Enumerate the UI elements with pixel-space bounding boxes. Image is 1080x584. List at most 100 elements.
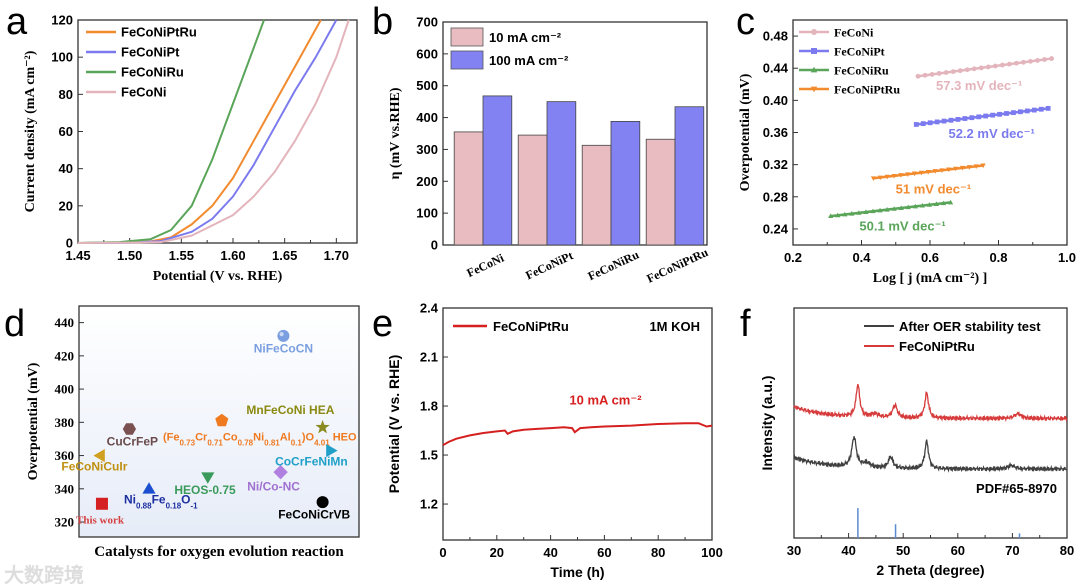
category-label: FeCoNiPtRu xyxy=(644,245,710,286)
y-tick-label: 340 xyxy=(55,481,75,496)
x-tick-label: 1.70 xyxy=(324,248,349,263)
data-marker xyxy=(929,71,935,77)
x-tick-label: 20 xyxy=(490,545,504,560)
current-annotation: 10 mA cm⁻² xyxy=(569,392,642,407)
x-tick-label: 0.8 xyxy=(989,250,1007,265)
data-marker xyxy=(947,199,954,205)
bar-FeCoNi-1 xyxy=(482,95,513,246)
y-tick-label: 400 xyxy=(416,110,438,125)
x-tick-label: 60 xyxy=(951,543,965,558)
label-subscript: 0.81 xyxy=(264,438,280,447)
data-marker xyxy=(1007,61,1012,67)
panel-letter-c: c xyxy=(736,1,755,43)
point-label-6: NiFeCoCN xyxy=(254,342,313,356)
series-line-FeCoNi xyxy=(77,19,350,244)
y-tick-label: 300 xyxy=(416,142,438,157)
data-marker xyxy=(1049,56,1054,61)
label-subscript: -1 xyxy=(191,501,199,510)
y-tick-label: 100 xyxy=(416,206,438,221)
label-text: Ni/Co-NC xyxy=(247,479,300,493)
data-marker xyxy=(877,207,883,213)
reference-label: PDF#65-8970 xyxy=(976,481,1057,496)
data-marker xyxy=(1038,106,1044,112)
y-tick-label: 0 xyxy=(431,238,438,253)
data-marker xyxy=(976,114,982,120)
point-label-5: HEOS-0.75 xyxy=(174,483,236,497)
point-label-0: This work xyxy=(76,515,125,527)
point-label-1: CuCrFeP xyxy=(107,435,158,449)
y-axis-title: Intensity (a.u.) xyxy=(759,376,775,471)
data-marker xyxy=(918,170,925,176)
legend-marker xyxy=(810,86,818,93)
y-tick-label: 200 xyxy=(416,174,438,189)
data-marker xyxy=(913,122,919,127)
point-marker-10 xyxy=(316,496,329,509)
legend-label-1: FeCoNiPtRu xyxy=(899,339,975,354)
plot-frame xyxy=(77,19,358,244)
label-subscript: 0.71 xyxy=(207,438,223,447)
label-text: Ni xyxy=(253,432,264,444)
category-label: FeCoNiRu xyxy=(586,247,642,283)
label-text: )O xyxy=(302,432,315,444)
y-tick-label: 2.4 xyxy=(420,301,439,316)
legend-label-2: FeCoNiRu xyxy=(834,64,889,78)
x-tick-label: 80 xyxy=(651,545,665,560)
electrolyte-label: 1M KOH xyxy=(649,319,700,334)
data-marker xyxy=(983,113,989,119)
data-marker xyxy=(943,70,949,75)
y-tick-label: 0.28 xyxy=(763,189,788,204)
panel-letter-a: a xyxy=(6,1,28,43)
y-tick-label: 600 xyxy=(416,46,438,61)
y-tick-label: 40 xyxy=(59,161,73,176)
data-marker xyxy=(925,169,931,175)
data-marker xyxy=(973,164,979,169)
label-text: FeCoNiCuIr xyxy=(61,460,127,474)
data-marker xyxy=(891,173,897,179)
data-marker xyxy=(1024,108,1030,114)
slope-annotation: 51 mV dec⁻¹ xyxy=(896,182,972,197)
data-marker xyxy=(964,67,970,73)
series-line-FeCoNiRu xyxy=(830,201,951,218)
y-tick-label: 1.8 xyxy=(420,399,438,414)
y-tick-label: 100 xyxy=(51,50,73,65)
x-tick-label: 1.45 xyxy=(65,248,90,263)
data-marker xyxy=(884,174,890,180)
data-marker xyxy=(966,165,973,170)
x-axis-title: 2 Theta (degree) xyxy=(876,562,984,578)
label-text: Co xyxy=(223,432,238,444)
legend-label-3: FeCoNiPtRu xyxy=(834,83,900,97)
data-marker xyxy=(927,120,933,126)
xrd-trace-0 xyxy=(793,436,1068,473)
y-tick-label: 0.32 xyxy=(763,157,788,172)
label-text: HEOS-0.75 xyxy=(174,483,236,497)
watermark: 大数跨境 xyxy=(4,563,84,584)
data-marker xyxy=(926,202,933,207)
legend-label-0: FeCoNi xyxy=(834,26,874,40)
legend-label-1: FeCoNiPt xyxy=(834,45,885,59)
series-line-FeCoNiPtRu xyxy=(77,19,322,244)
data-marker xyxy=(870,208,876,214)
bar-FeCoNiPt-1 xyxy=(546,101,577,246)
legend-marker xyxy=(811,48,817,54)
x-tick-label: 1.50 xyxy=(117,248,142,263)
data-marker xyxy=(999,62,1005,68)
point-label-8: MnFeCoNi HEA xyxy=(246,403,334,417)
point-marker-7 xyxy=(273,464,288,480)
x-tick-label: 40 xyxy=(841,543,855,558)
label-text: MnFeCoNi HEA xyxy=(246,403,334,417)
data-marker xyxy=(990,112,996,118)
point-marker-0 xyxy=(95,497,108,510)
x-tick-label: 1.55 xyxy=(169,248,194,263)
x-tick-label: 80 xyxy=(1060,543,1074,558)
data-marker xyxy=(1045,105,1051,111)
data-marker xyxy=(920,121,926,127)
bar-FeCoNiRu-0 xyxy=(581,144,612,246)
label-subscript: 0.18 xyxy=(166,501,182,510)
y-tick-label: 1.5 xyxy=(420,448,438,463)
x-axis-title: Log [ j (mA cm⁻²) ] xyxy=(873,271,988,286)
data-marker xyxy=(957,68,963,74)
bar-FeCoNiPt-0 xyxy=(517,134,548,246)
panel-letter-e: e xyxy=(372,303,393,345)
point-marker-6 xyxy=(277,329,290,342)
data-marker xyxy=(1014,60,1019,66)
